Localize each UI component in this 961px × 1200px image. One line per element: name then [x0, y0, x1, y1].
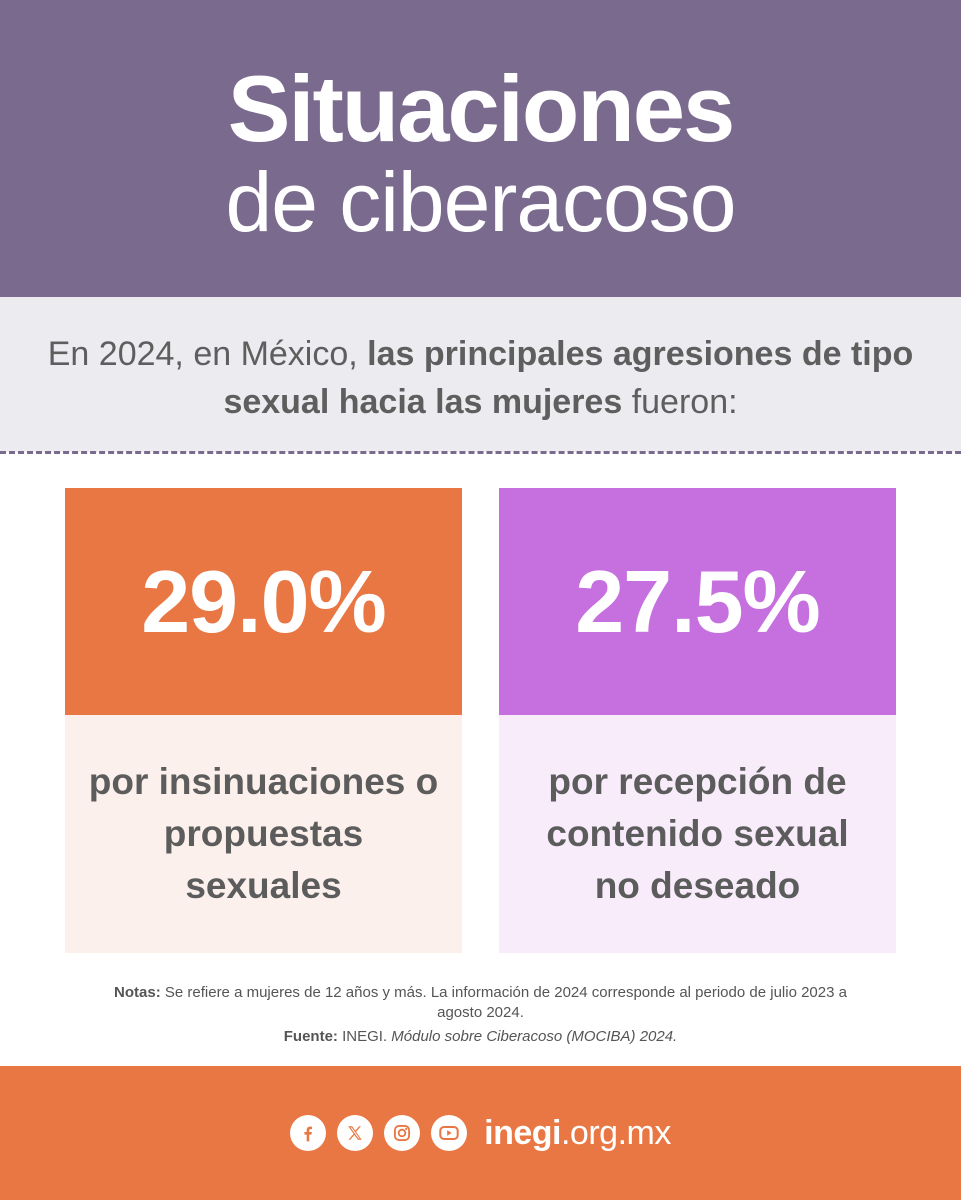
instagram-icon[interactable]: [384, 1115, 421, 1151]
page-subtitle: de ciberacoso: [225, 155, 737, 249]
domain-bold: inegi: [484, 1113, 561, 1152]
stat-value: 29.0%: [65, 488, 462, 715]
notes-section: Notas: Se refiere a mujeres de 12 años y…: [100, 983, 861, 1047]
header-banner: Situaciones de ciberacoso: [0, 0, 961, 297]
website-link[interactable]: inegi.org.mx: [484, 1114, 671, 1153]
footer-bar: inegi.org.mx: [0, 1066, 961, 1200]
intro-prefix: En 2024, en México,: [47, 335, 368, 373]
stat-card-insinuaciones: 29.0% por insinuaciones o propuestas sex…: [65, 488, 462, 953]
stat-label: por insinuaciones o propuestas sexuales: [65, 715, 462, 953]
source-title: Módulo sobre Ciberacoso (MOCIBA) 2024.: [391, 1028, 678, 1045]
domain-rest: .org.mx: [560, 1113, 671, 1152]
dashed-divider: [0, 451, 961, 454]
intro-bold: las principales agresiones de tipo sexua…: [223, 335, 914, 421]
source-line: Fuente: INEGI. Módulo sobre Ciberacoso (…: [100, 1027, 861, 1047]
stat-value: 27.5%: [499, 488, 896, 715]
youtube-icon[interactable]: [431, 1115, 468, 1151]
source-org: INEGI.: [337, 1028, 392, 1045]
page-title: Situaciones: [227, 56, 736, 161]
intro-text: En 2024, en México, las principales agre…: [40, 330, 921, 426]
notes-label: Notas:: [114, 984, 161, 1001]
stat-card-contenido: 27.5% por recepción de contenido sexual …: [499, 488, 896, 953]
x-icon[interactable]: [337, 1115, 374, 1151]
intro-panel: En 2024, en México, las principales agre…: [0, 297, 961, 452]
source-label: Fuente:: [283, 1028, 338, 1045]
notes-text: Se refiere a mujeres de 12 años y más. L…: [160, 984, 847, 1021]
notes-line: Notas: Se refiere a mujeres de 12 años y…: [100, 983, 861, 1023]
social-links: inegi.org.mx: [290, 1114, 671, 1153]
stat-label: por recepción de contenido sexual no des…: [499, 715, 896, 953]
intro-suffix: fueron:: [622, 383, 738, 421]
facebook-icon[interactable]: [290, 1115, 327, 1151]
